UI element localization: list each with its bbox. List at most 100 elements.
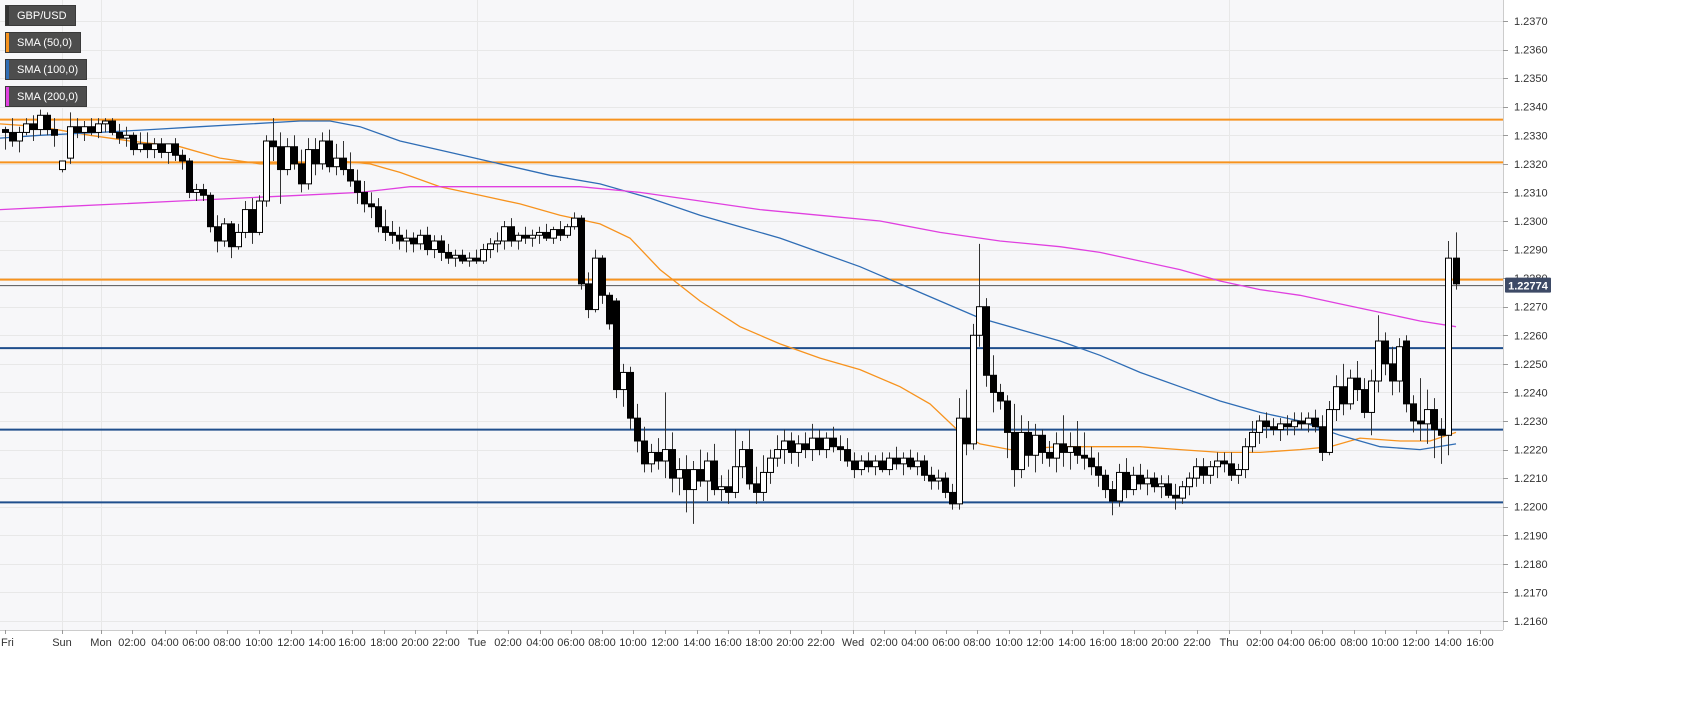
x-tick-label: 08:00 bbox=[1340, 637, 1368, 649]
candle-body bbox=[550, 229, 557, 239]
candle-body bbox=[1389, 363, 1396, 382]
candle-body bbox=[711, 460, 718, 491]
candle bbox=[417, 229, 424, 250]
candle-body bbox=[1116, 471, 1123, 502]
candle-body bbox=[774, 449, 781, 459]
legend-item-sma-200[interactable]: SMA (200,0) bbox=[5, 86, 88, 107]
candle-body bbox=[557, 229, 564, 236]
candle bbox=[207, 192, 214, 233]
candle bbox=[627, 366, 634, 430]
legend-item-sma-100[interactable]: SMA (100,0) bbox=[5, 59, 88, 80]
candle-body bbox=[1333, 386, 1340, 411]
candle-body bbox=[718, 486, 725, 491]
candle-body bbox=[921, 460, 928, 476]
candle bbox=[865, 452, 872, 473]
candle bbox=[1200, 458, 1207, 484]
candle bbox=[1305, 412, 1312, 433]
candle bbox=[522, 226, 529, 244]
candle-body bbox=[228, 223, 235, 248]
x-tick-label: 18:00 bbox=[1120, 637, 1148, 649]
candle-body bbox=[990, 374, 997, 393]
candle-body bbox=[1375, 340, 1382, 382]
candle bbox=[1046, 441, 1053, 467]
candle bbox=[1116, 463, 1123, 507]
candle-body bbox=[536, 231, 543, 236]
candle bbox=[1193, 458, 1200, 487]
candle bbox=[249, 198, 256, 244]
candle bbox=[1207, 461, 1214, 484]
candle bbox=[1018, 415, 1025, 479]
candle-body bbox=[1137, 474, 1144, 485]
candle bbox=[746, 429, 753, 490]
candle-body bbox=[907, 457, 914, 468]
candle-body bbox=[914, 460, 921, 468]
candle bbox=[1270, 418, 1277, 436]
candle bbox=[375, 198, 382, 233]
candle-body bbox=[347, 169, 354, 182]
candle bbox=[942, 472, 949, 499]
y-tick-label: 1.2160 bbox=[1514, 616, 1548, 628]
candle bbox=[179, 149, 186, 170]
candle-body bbox=[1123, 471, 1130, 491]
candle bbox=[473, 249, 480, 264]
candle-body bbox=[242, 209, 249, 233]
candle bbox=[333, 143, 340, 176]
candle-body bbox=[235, 231, 242, 248]
candle bbox=[396, 226, 403, 250]
candle bbox=[1186, 472, 1193, 496]
candle-body bbox=[690, 469, 697, 491]
candle-body bbox=[760, 471, 767, 493]
candle-body bbox=[1424, 409, 1431, 425]
candle-body bbox=[543, 231, 550, 239]
candle-body bbox=[970, 334, 977, 445]
y-tick-label: 1.2170 bbox=[1514, 587, 1548, 599]
candle-body bbox=[284, 146, 291, 171]
candle bbox=[1298, 412, 1305, 430]
candle-body bbox=[74, 126, 81, 133]
candle bbox=[1130, 466, 1137, 496]
candle-body bbox=[172, 143, 179, 156]
candle bbox=[900, 452, 907, 476]
candle-body bbox=[900, 457, 907, 465]
candle bbox=[410, 232, 417, 253]
candle-body bbox=[1025, 431, 1032, 456]
last-price-badge-bg bbox=[1505, 277, 1551, 293]
candle-body bbox=[753, 483, 760, 493]
candle bbox=[200, 183, 207, 201]
candle bbox=[1228, 452, 1235, 481]
candle-body bbox=[655, 451, 662, 462]
candle bbox=[1354, 361, 1361, 401]
candle bbox=[1396, 338, 1403, 393]
candle-body bbox=[1207, 466, 1214, 476]
x-tick-label: 10:00 bbox=[1371, 637, 1399, 649]
candle-body bbox=[214, 226, 221, 242]
legend-item-sma-50[interactable]: SMA (50,0) bbox=[5, 32, 82, 53]
candle bbox=[571, 212, 578, 230]
candle-body bbox=[375, 206, 382, 228]
legend-label: SMA (100,0) bbox=[17, 63, 79, 76]
candle-body bbox=[1228, 463, 1235, 476]
candle-body bbox=[1270, 426, 1277, 431]
candle bbox=[1074, 421, 1081, 464]
legend-item-gbpusd[interactable]: GBP/USD bbox=[5, 5, 76, 26]
candle-body bbox=[872, 460, 879, 468]
candle bbox=[382, 209, 389, 241]
candle-body bbox=[669, 449, 676, 479]
candle-body bbox=[480, 249, 487, 262]
candle-body bbox=[319, 140, 326, 165]
x-tick-label: 14:00 bbox=[308, 637, 336, 649]
candle bbox=[109, 118, 116, 136]
candle bbox=[690, 461, 697, 524]
candle-body bbox=[23, 123, 30, 133]
x-tick-label: 22:00 bbox=[1183, 637, 1211, 649]
x-tick-label: 06:00 bbox=[557, 637, 585, 649]
candle-body bbox=[1319, 426, 1326, 453]
candle bbox=[2, 126, 9, 150]
x-tick-label: 16:00 bbox=[1466, 637, 1494, 649]
candle bbox=[263, 135, 270, 207]
candle-body bbox=[1046, 451, 1053, 459]
candle-body bbox=[263, 140, 270, 202]
x-tick-label: 10:00 bbox=[245, 637, 273, 649]
candle-body bbox=[949, 491, 956, 505]
